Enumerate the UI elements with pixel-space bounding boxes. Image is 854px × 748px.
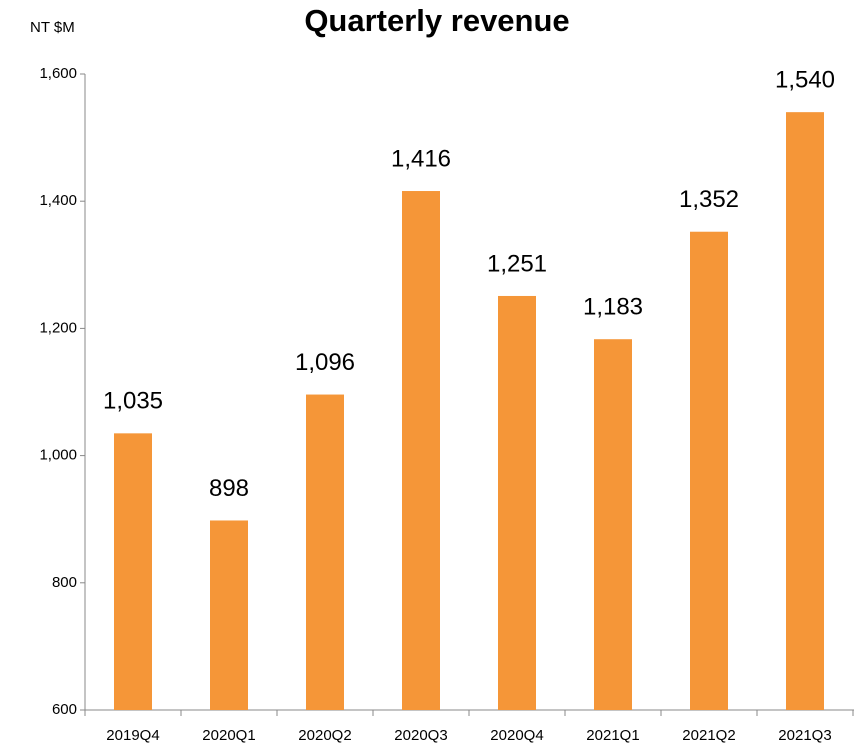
data-label: 1,416 [391, 145, 451, 172]
y-axis-label: NT $M [30, 19, 75, 36]
bar [210, 520, 248, 710]
y-tick-label: 1,400 [39, 192, 77, 209]
x-tick-label: 2019Q4 [106, 727, 159, 744]
data-label: 1,352 [679, 186, 739, 213]
y-tick-label: 1,600 [39, 65, 77, 82]
y-tick-label: 1,200 [39, 319, 77, 336]
data-label: 1,096 [295, 349, 355, 376]
x-tick-label: 2021Q1 [586, 727, 639, 744]
bar [402, 191, 440, 711]
x-tick-label: 2020Q1 [202, 727, 255, 744]
data-label: 1,251 [487, 250, 547, 277]
chart-title: Quarterly revenue [304, 3, 569, 38]
x-tick-label: 2020Q2 [298, 727, 351, 744]
bar [786, 112, 824, 710]
y-tick-label: 600 [52, 701, 77, 718]
data-label: 1,035 [103, 388, 163, 415]
x-tick-label: 2020Q3 [394, 727, 447, 744]
data-label: 1,540 [775, 67, 835, 94]
y-tick-label: 1,000 [39, 447, 77, 464]
bar [690, 231, 728, 710]
y-tick-label: 800 [52, 574, 77, 591]
bar [594, 339, 632, 710]
bar [306, 394, 344, 710]
data-label: 1,183 [583, 294, 643, 321]
x-tick-label: 2021Q2 [682, 727, 735, 744]
data-label: 898 [209, 475, 249, 502]
x-tick-label: 2020Q4 [490, 727, 543, 744]
bar [114, 433, 152, 710]
bar [498, 295, 536, 710]
x-tick-label: 2021Q3 [778, 727, 831, 744]
